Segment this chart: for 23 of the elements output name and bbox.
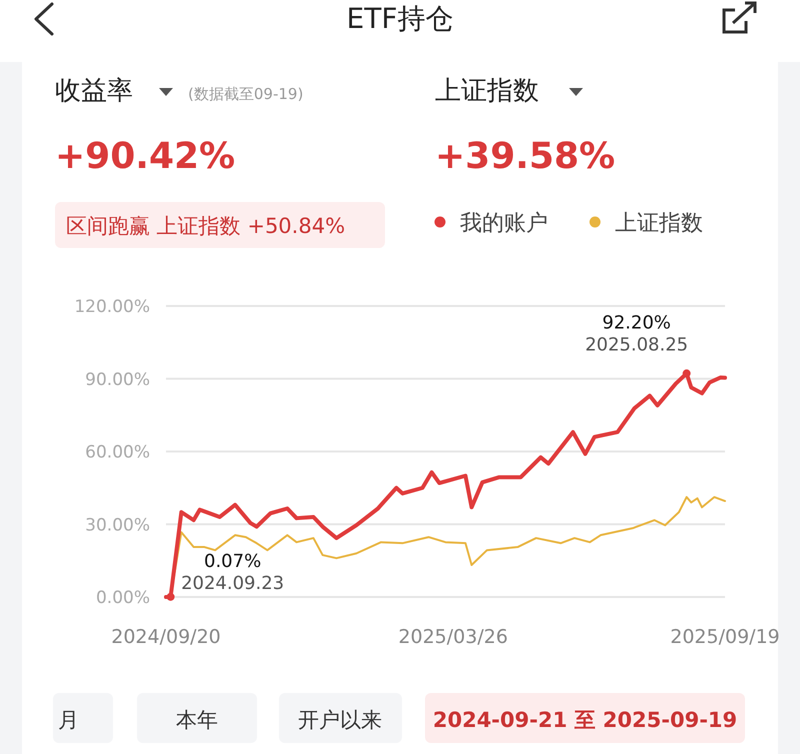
x-tick-label: 2025/09/19 [670, 626, 780, 648]
text: +90.42% [55, 136, 236, 177]
x-tick-label: 2024/09/20 [111, 626, 221, 648]
legend-label: 上证指数 [615, 211, 703, 236]
chart-title: ETF持仓 [346, 2, 454, 35]
text: 开户以来 [298, 708, 382, 732]
y-tick-label: 60.00% [85, 442, 150, 462]
y-tick-label: 90.00% [85, 370, 150, 390]
annotation: 92.20% 2025.08.25 [585, 312, 688, 356]
text: 2024-09-21 至 2025-09-19 [432, 708, 738, 732]
text: 本年 [176, 708, 218, 732]
x-tick-label: 2025/03/26 [398, 626, 508, 648]
text: 区间跑赢 上证指数 +50.84% [66, 214, 346, 238]
y-tick-label: 0.00% [96, 588, 150, 608]
text: 上证指数 [435, 76, 539, 106]
text: (数据截至09-19) [188, 85, 304, 103]
text: +39.58% [435, 136, 616, 177]
legend-label: 我的账户 [460, 211, 548, 236]
text: 月 [58, 708, 79, 732]
y-tick-label: 120.00% [74, 297, 150, 317]
y-tick-label: 30.00% [85, 515, 150, 536]
annotation: 0.07% 2024.09.23 [181, 550, 284, 594]
chart-subtitle: 收益率 [55, 76, 133, 106]
